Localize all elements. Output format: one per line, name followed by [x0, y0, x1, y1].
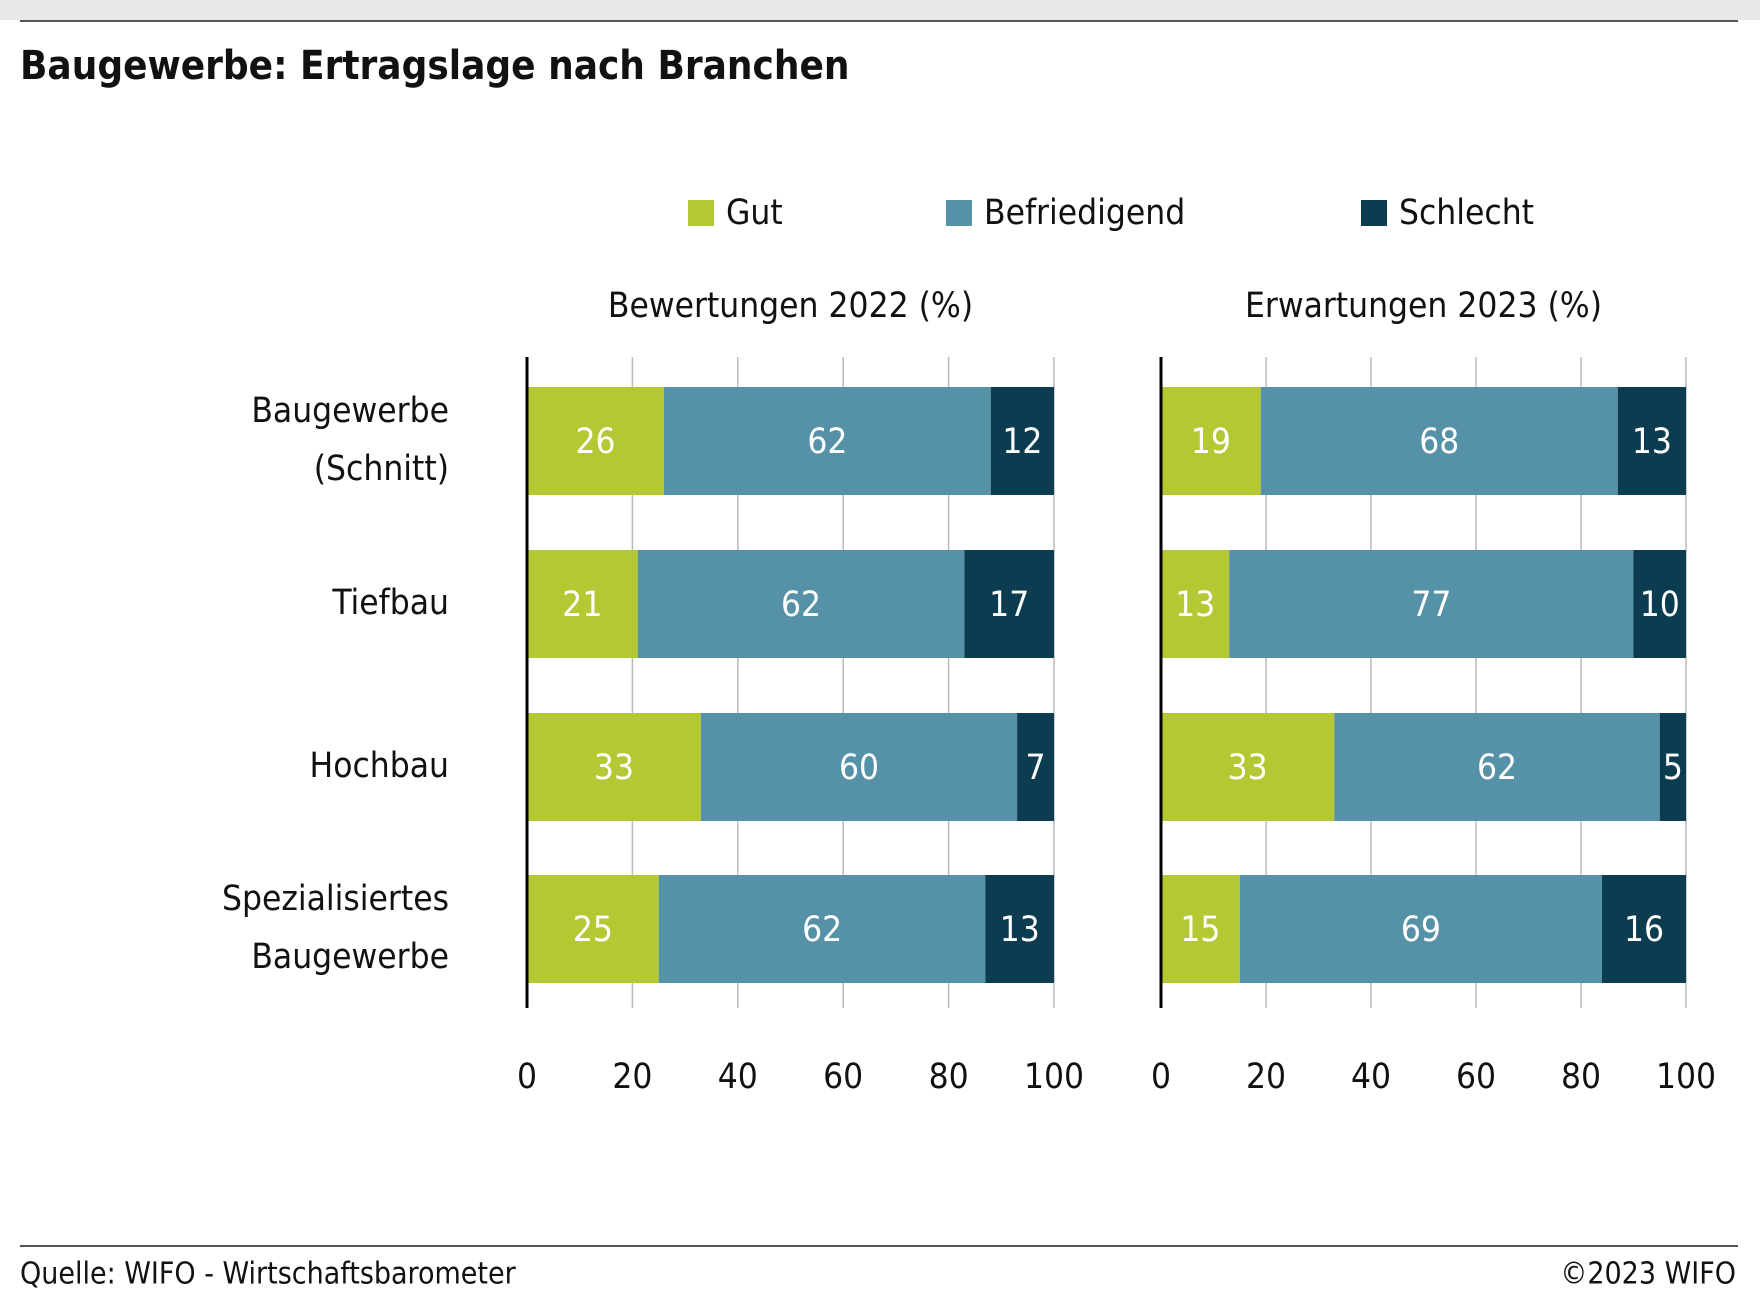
legend-label: Befriedigend: [984, 193, 1185, 233]
value-label: 5: [1663, 748, 1683, 788]
bar-segment: [1229, 550, 1634, 658]
copyright: ©2023 WIFO: [1560, 1257, 1736, 1292]
x-tick-label: 60: [823, 1057, 863, 1097]
bar-segment: [658, 875, 986, 983]
value-label: 62: [781, 585, 821, 625]
x-tick-label: 40: [1351, 1057, 1391, 1097]
value-label: 21: [562, 585, 602, 625]
bar-segment: [527, 875, 659, 983]
bar-segment: [1617, 387, 1686, 495]
value-label: 13: [1632, 422, 1672, 462]
value-label: 12: [1002, 422, 1042, 462]
x-tick-label: 20: [1246, 1057, 1286, 1097]
x-tick-label: 100: [1024, 1057, 1084, 1097]
y-tick-label: Tiefbau: [331, 583, 449, 623]
bar-segment: [1602, 875, 1686, 983]
bar-segment: [964, 550, 1054, 658]
x-tick-label: 0: [517, 1057, 537, 1097]
value-label: 33: [1228, 748, 1268, 788]
bar-segment: [527, 713, 701, 821]
bar-segment: [1260, 387, 1618, 495]
value-label: 62: [807, 422, 847, 462]
bar-segment: [527, 550, 638, 658]
legend-swatch: [1361, 200, 1387, 226]
value-label: 62: [802, 910, 842, 950]
value-label: 77: [1411, 585, 1451, 625]
y-tick-label: Spezialisiertes Baugewerbe: [222, 879, 449, 977]
y-tick-label: Hochbau: [310, 746, 449, 786]
x-tick-label: 0: [1151, 1057, 1171, 1097]
bar-segment: [1659, 713, 1686, 821]
value-label: 33: [594, 748, 634, 788]
bar-segment: [985, 875, 1054, 983]
value-label: 13: [1175, 585, 1215, 625]
legend-swatch: [946, 200, 972, 226]
value-label: 60: [839, 748, 879, 788]
value-label: 19: [1191, 422, 1231, 462]
value-label: 25: [573, 910, 613, 950]
chart-title: Baugewerbe: Ertragslage nach Branchen: [20, 43, 850, 89]
value-label: 13: [1000, 910, 1040, 950]
bar-segment: [1161, 713, 1335, 821]
value-label: 17: [989, 585, 1029, 625]
value-label: 15: [1180, 910, 1220, 950]
bar-segment: [664, 387, 991, 495]
bar-segment: [1161, 550, 1230, 658]
value-label: 69: [1401, 910, 1441, 950]
y-tick-label: Baugewerbe (Schnitt): [251, 391, 449, 489]
panel-title: Erwartungen 2023 (%): [1245, 286, 1602, 326]
value-label: 68: [1419, 422, 1459, 462]
source: Quelle: WIFO - Wirtschaftsbarometer: [20, 1257, 517, 1292]
bar-segment: [700, 713, 1018, 821]
bar-segment: [990, 387, 1054, 495]
value-label: 7: [1026, 748, 1046, 788]
bar-segment: [1239, 875, 1602, 983]
legend-label: Gut: [726, 193, 783, 233]
value-label: 62: [1477, 748, 1517, 788]
legend-label: Schlecht: [1399, 193, 1534, 233]
x-tick-label: 100: [1656, 1057, 1716, 1097]
x-tick-label: 80: [929, 1057, 969, 1097]
bar-segment: [1633, 550, 1686, 658]
bar-segment: [1017, 713, 1054, 821]
top-band: [0, 0, 1760, 20]
bar-segment: [1161, 387, 1261, 495]
value-label: 26: [575, 422, 615, 462]
bar-segment: [637, 550, 965, 658]
value-label: 16: [1624, 910, 1664, 950]
x-tick-label: 80: [1561, 1057, 1601, 1097]
bar-segment: [1161, 875, 1240, 983]
bar-segment: [1334, 713, 1660, 821]
x-tick-label: 20: [612, 1057, 652, 1097]
x-tick-label: 40: [718, 1057, 758, 1097]
panel-title: Bewertungen 2022 (%): [608, 286, 973, 326]
legend-swatch: [688, 200, 714, 226]
bar-segment: [527, 387, 665, 495]
value-label: 10: [1640, 585, 1680, 625]
x-tick-label: 60: [1456, 1057, 1496, 1097]
